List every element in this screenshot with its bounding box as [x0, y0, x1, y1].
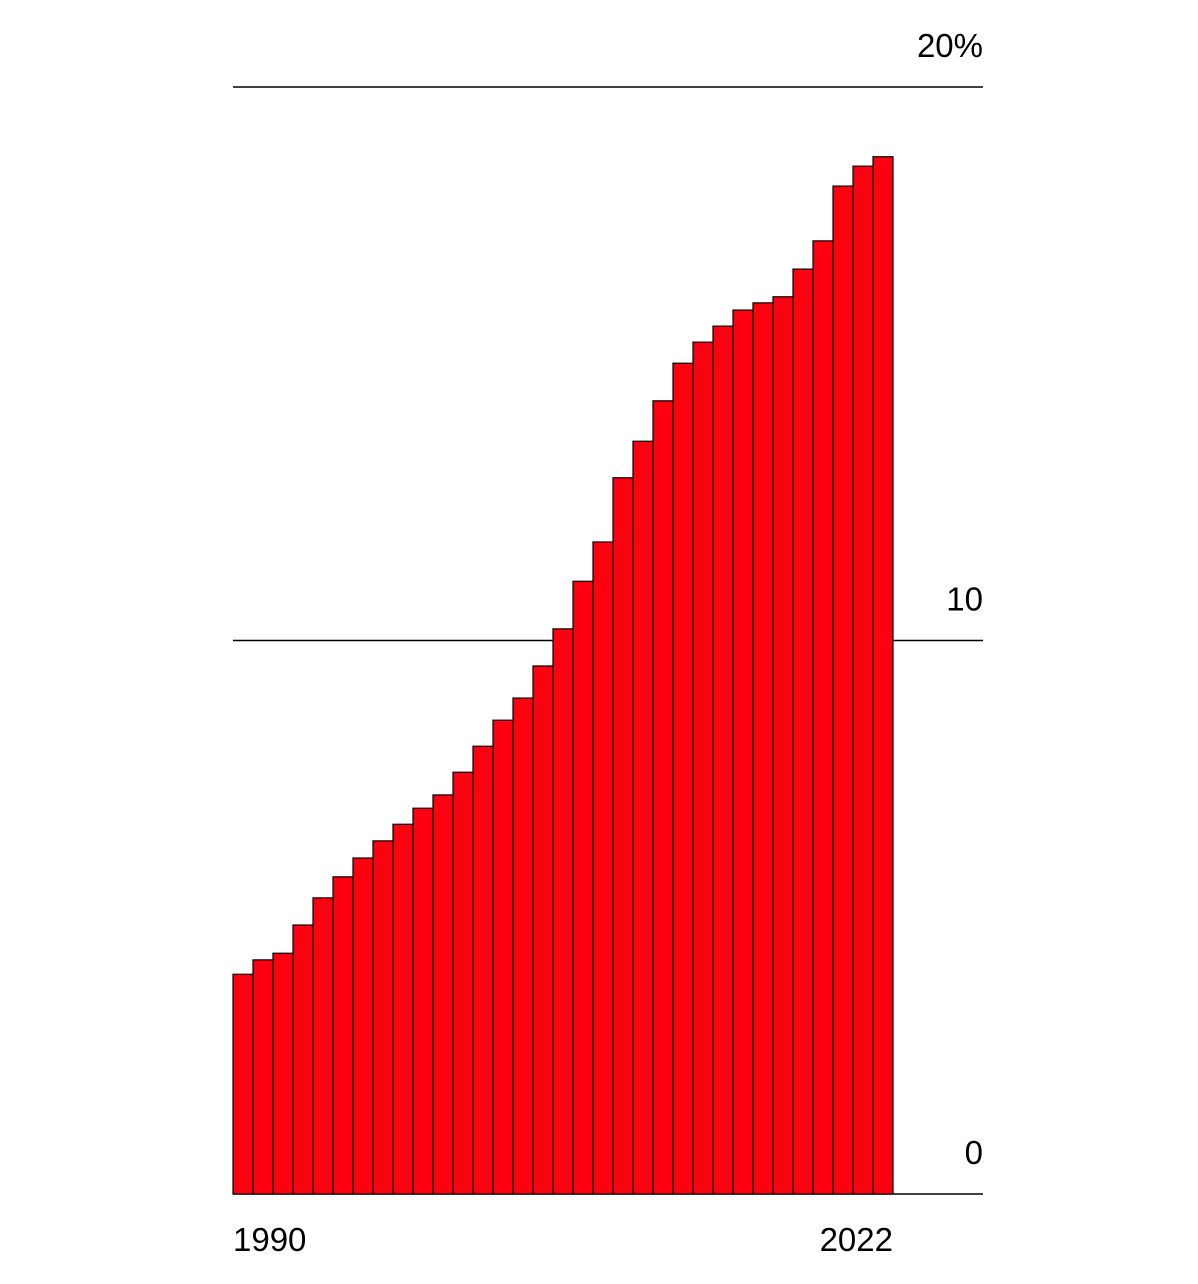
bar: [852, 165, 874, 1195]
bar: [272, 952, 294, 1195]
bar: [452, 771, 474, 1195]
bar: [252, 959, 274, 1195]
bar: [772, 296, 794, 1195]
bar: [812, 240, 834, 1195]
bar: [392, 823, 414, 1195]
bar: [752, 302, 774, 1195]
bar: [872, 156, 894, 1195]
bar: [412, 807, 434, 1195]
bar: [672, 362, 694, 1195]
bar: [232, 973, 254, 1195]
bar: [472, 745, 494, 1195]
bar: [592, 541, 614, 1195]
bar: [352, 857, 374, 1195]
bar: [432, 794, 454, 1195]
bar: [292, 924, 314, 1195]
x-tick-label: 1990: [233, 1221, 306, 1258]
bar: [732, 309, 754, 1195]
bar: [532, 665, 554, 1195]
bar: [572, 580, 594, 1195]
bar: [632, 440, 654, 1195]
y-tick-label: 0: [965, 1134, 983, 1171]
y-tick-label: 20%: [917, 27, 983, 64]
bar: [832, 185, 854, 1195]
bar: [512, 697, 534, 1195]
bar: [792, 268, 814, 1195]
bar: [372, 840, 394, 1195]
y-tick-label: 10: [946, 581, 983, 618]
bar: [652, 400, 674, 1195]
bar: [712, 325, 734, 1195]
bar: [312, 897, 334, 1195]
bar: [612, 477, 634, 1195]
x-tick-label: 2022: [820, 1221, 893, 1258]
bar: [552, 628, 574, 1195]
bar: [332, 876, 354, 1195]
bar: [692, 341, 714, 1195]
bar: [492, 719, 514, 1195]
